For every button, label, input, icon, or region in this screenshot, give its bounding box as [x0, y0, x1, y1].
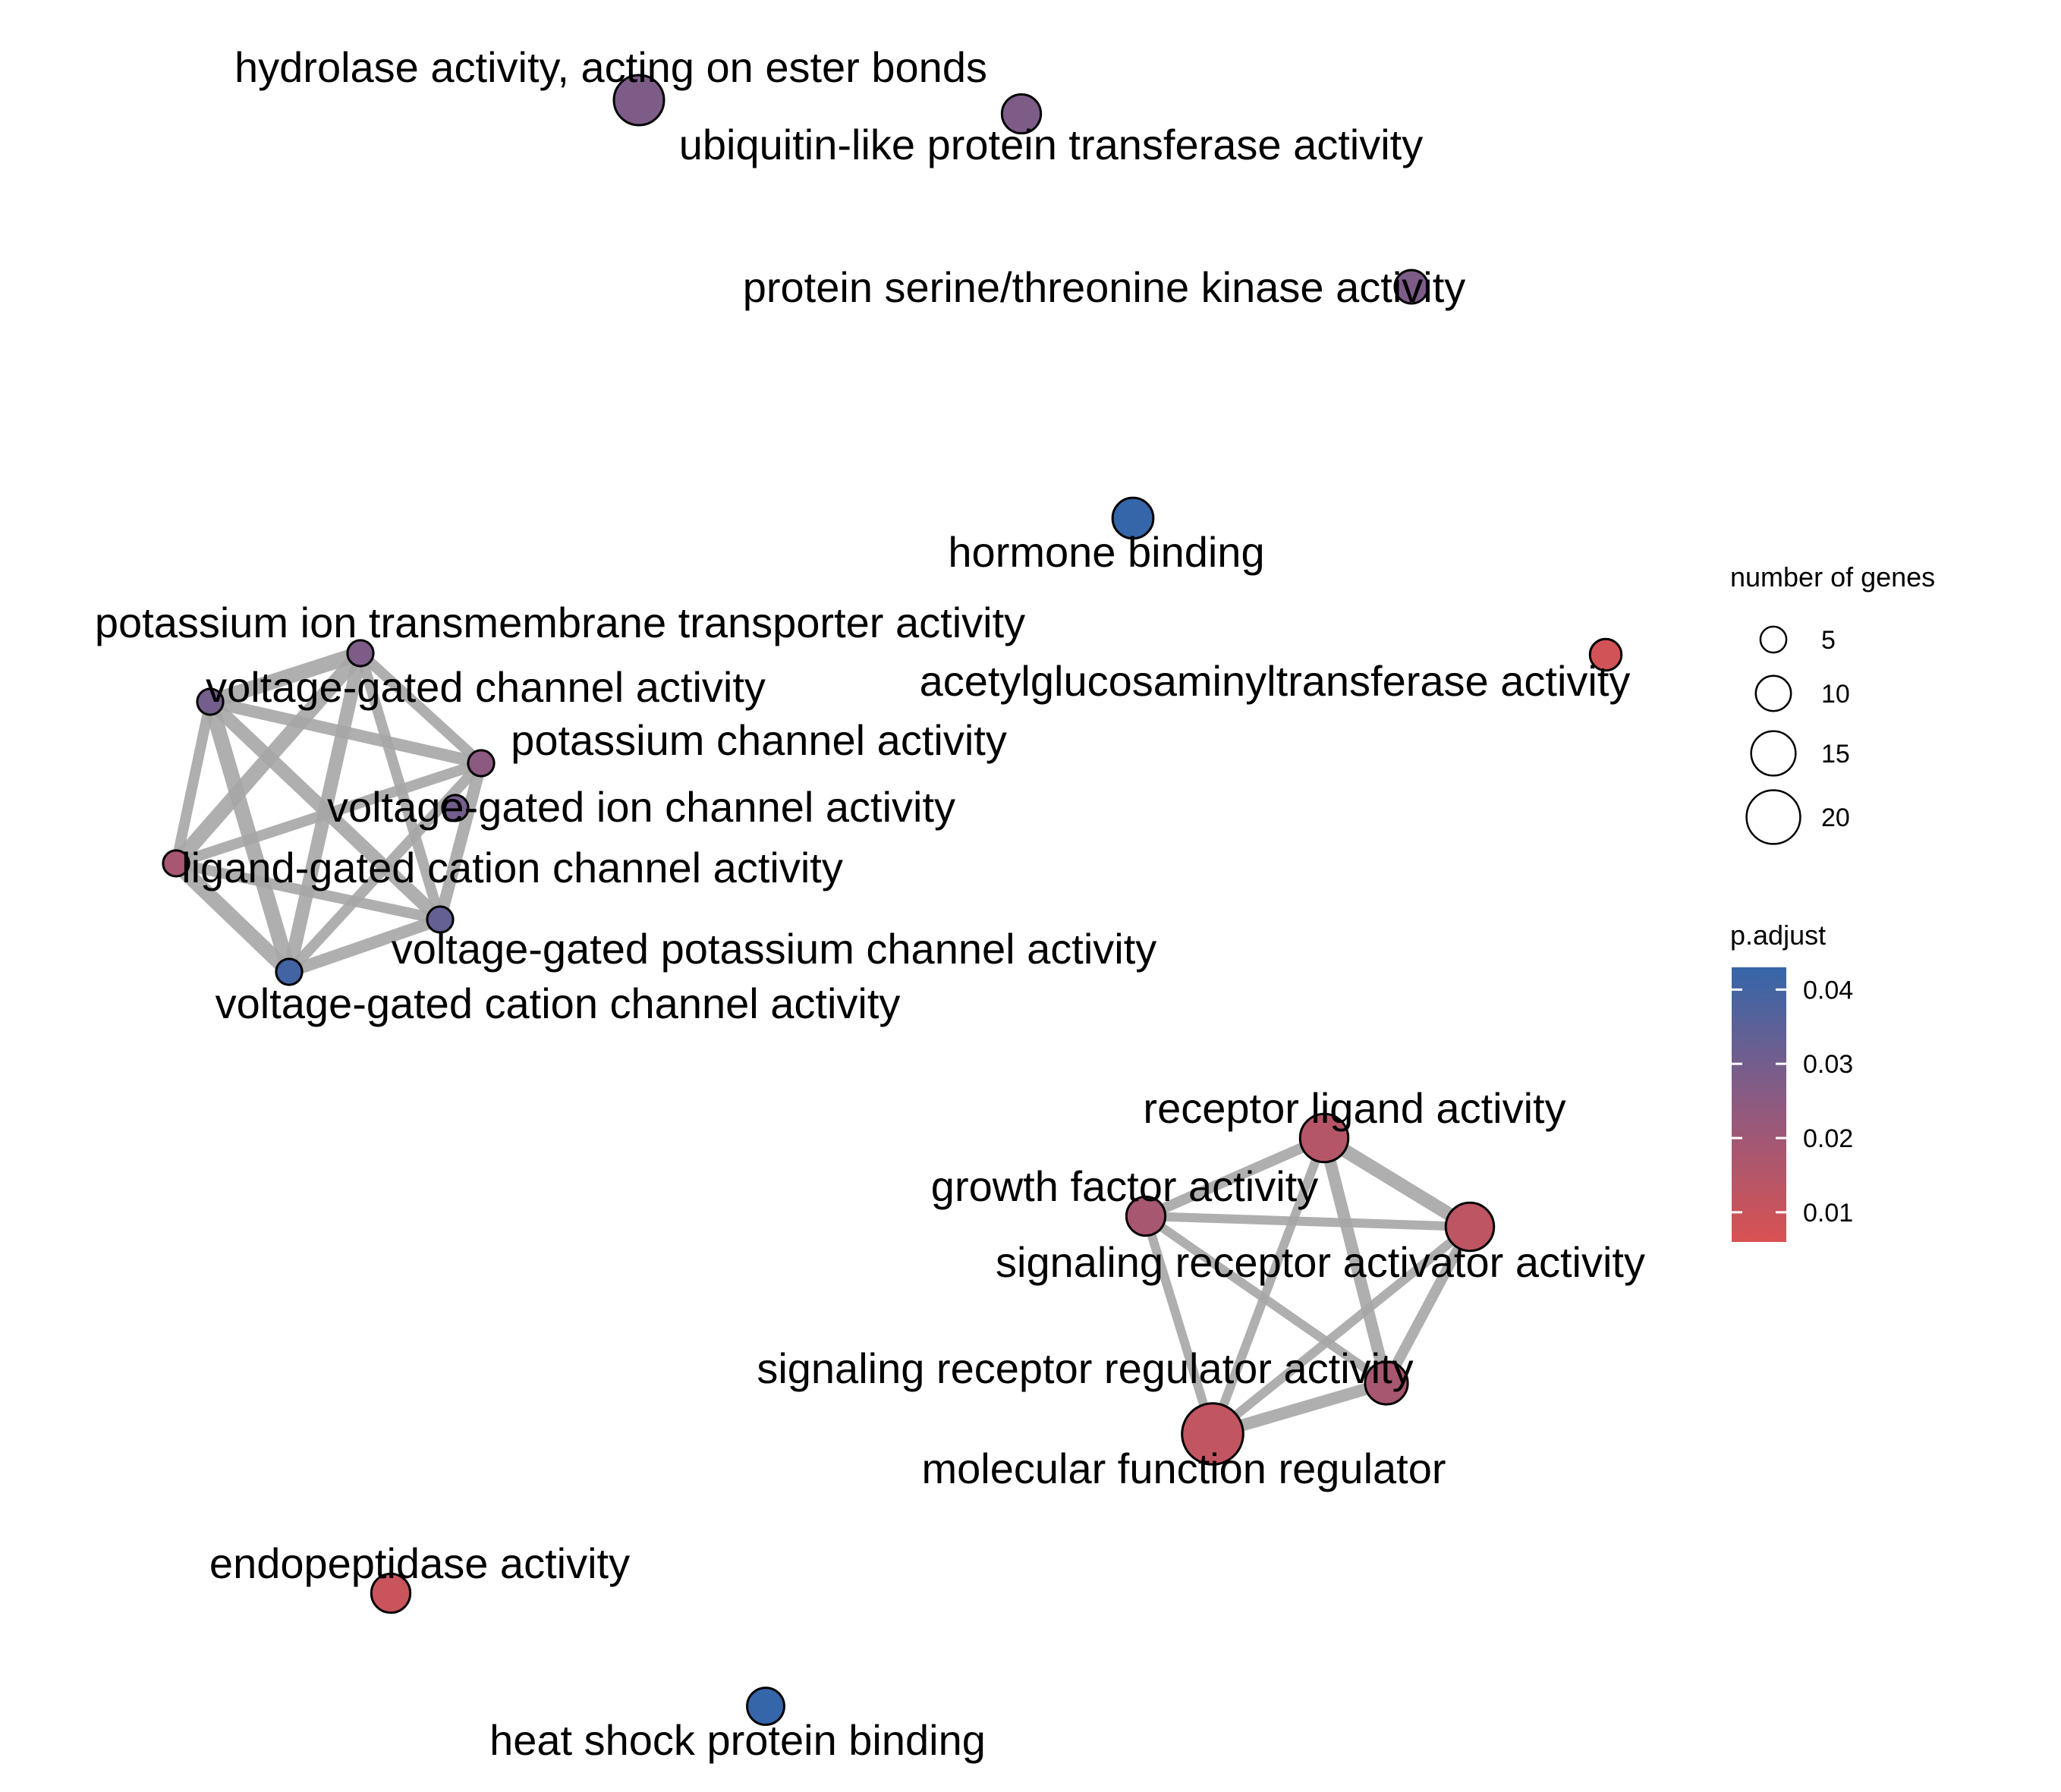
node-label-vg_channel: voltage-gated channel activity	[206, 663, 766, 711]
node-ligand_cation	[162, 849, 190, 878]
edge-k_transporter-k_channel	[357, 649, 485, 768]
node-label-k_channel: potassium channel activity	[511, 716, 1007, 764]
node-vg_k_channel	[426, 905, 455, 934]
size-legend-label-20: 20	[1821, 803, 1850, 832]
node-label-serine: protein serine/threonine kinase activity	[743, 263, 1466, 311]
edge-ligand_cation-vg_cation	[171, 857, 294, 978]
node-label-vg_k_channel: voltage-gated potassium channel activity	[392, 925, 1157, 973]
size-legend-label-5: 5	[1821, 626, 1836, 655]
node-label-acetyl: acetylglucosaminyltransferase activity	[920, 657, 1631, 705]
node-label-mol_func_reg: molecular function regulator	[921, 1445, 1446, 1492]
node-growth_factor	[1125, 1195, 1167, 1237]
edge-sig_activator-mol_func_reg	[1210, 1223, 1473, 1438]
node-heat_shock	[746, 1687, 785, 1726]
node-label-ligand_cation: ligand-gated cation channel activity	[181, 844, 843, 891]
node-vg_channel	[196, 687, 225, 716]
color-legend-label-0.04: 0.04	[1803, 976, 1853, 1004]
edge-receptor_ligand-growth_factor	[1144, 1133, 1326, 1221]
node-label-sig_regulator: signaling receptor regulator activity	[757, 1344, 1413, 1392]
edge-ligand_cation-vg_k_channel	[175, 858, 442, 925]
edge-receptor_ligand-sig_regulator	[1318, 1137, 1392, 1385]
node-receptor_ligand	[1298, 1112, 1350, 1164]
size-legend-label-15: 15	[1821, 740, 1850, 769]
node-label-hormone: hormone binding	[948, 528, 1264, 576]
color-legend-label-0.01: 0.01	[1803, 1199, 1853, 1228]
edge-k_channel-ligand_cation	[174, 758, 483, 869]
edge-receptor_ligand-sig_activator	[1320, 1132, 1474, 1233]
node-hormone	[1111, 496, 1155, 540]
color-legend-title: p.adjust	[1730, 920, 1826, 951]
node-acetyl	[1588, 637, 1623, 672]
color-legend-label-0.02: 0.02	[1803, 1124, 1853, 1153]
edge-sig_activator-sig_regulator	[1381, 1224, 1475, 1386]
edge-k_transporter-vg_channel	[207, 646, 363, 709]
size-legend-circle-20	[1745, 789, 1801, 845]
size-legend-circle-10	[1754, 674, 1792, 712]
node-sig_regulator	[1364, 1360, 1409, 1406]
node-label-vg_cation: voltage-gated cation channel activity	[216, 979, 901, 1027]
node-label-heat_shock: heat shock protein binding	[489, 1716, 986, 1764]
node-label-hydrolase: hydrolase activity, acting on ester bond…	[234, 43, 987, 91]
node-label-ubiquitin: ubiquitin-like protein transferase activ…	[679, 121, 1423, 168]
node-k_channel	[467, 749, 496, 778]
size-legend: 5 10 15 20	[1745, 625, 1850, 845]
node-endopeptidase	[370, 1572, 412, 1614]
edge-receptor_ligand-mol_func_reg	[1208, 1136, 1329, 1436]
edge-vg_channel-ligand_cation	[171, 700, 216, 865]
edge-k_channel-vg_k_channel	[434, 761, 487, 922]
edge-vg_channel-k_channel	[209, 696, 483, 769]
color-legend: 0.04 0.03 0.02 0.01	[1732, 976, 1853, 1228]
node-mol_func_reg	[1181, 1402, 1244, 1466]
node-layer	[162, 74, 1623, 1726]
edge-growth_factor-sig_activator	[1145, 1212, 1471, 1231]
edge-growth_factor-sig_regulator	[1143, 1212, 1389, 1387]
size-legend-title: number of genes	[1730, 561, 1935, 593]
node-vg_cation	[275, 957, 304, 986]
node-k_transporter	[346, 639, 375, 668]
edge-vg_k_channel-vg_cation	[287, 913, 442, 978]
size-legend-label-10: 10	[1821, 680, 1850, 709]
size-legend-circle-5	[1759, 625, 1788, 654]
node-label-endopeptidase: endopeptidase activity	[209, 1539, 630, 1587]
color-legend-label-0.03: 0.03	[1803, 1050, 1853, 1079]
node-serine	[1393, 269, 1430, 305]
node-label-growth_factor: growth factor activity	[931, 1162, 1318, 1210]
node-label-receptor_ligand: receptor ligand activity	[1143, 1084, 1565, 1132]
label-layer: hydrolase activity, acting on ester bond…	[95, 43, 1645, 1764]
node-label-sig_activator: signaling receptor activator activity	[996, 1238, 1645, 1286]
size-legend-circle-15	[1750, 730, 1797, 777]
color-legend-bar	[1732, 967, 1786, 1242]
node-hydrolase	[612, 74, 665, 127]
edge-growth_factor-mol_func_reg	[1141, 1215, 1217, 1435]
node-sig_activator	[1444, 1201, 1496, 1253]
node-ubiquitin	[1000, 93, 1043, 135]
node-label-k_transporter: potassium ion transmembrane transporter …	[95, 599, 1025, 646]
node-vg_ion_channel	[441, 794, 470, 822]
node-label-vg_ion_channel: voltage-gated ion channel activity	[327, 783, 955, 831]
edge-layer	[170, 646, 1475, 1440]
